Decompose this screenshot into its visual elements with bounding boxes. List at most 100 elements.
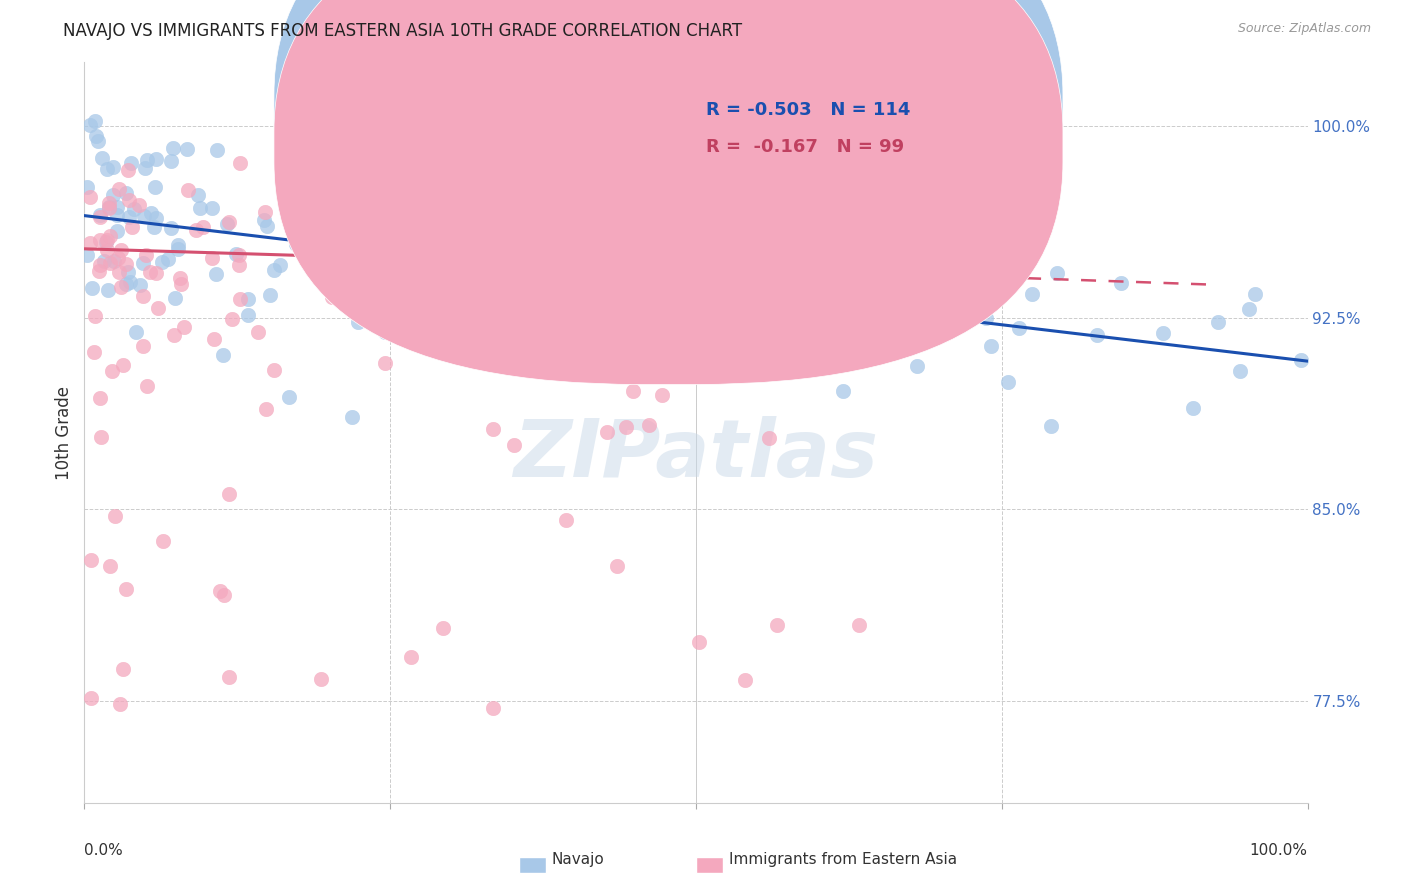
Point — [76, 248, 98, 262]
Point — [1008, 321, 1031, 335]
Point — [263, 263, 285, 277]
Point — [218, 670, 240, 684]
Point — [374, 325, 396, 339]
Point — [129, 277, 152, 292]
Point — [440, 198, 463, 212]
Point — [1021, 287, 1043, 301]
Point — [734, 673, 756, 687]
Point — [159, 153, 181, 168]
Point — [101, 161, 124, 175]
Y-axis label: 10th Grade: 10th Grade — [55, 385, 73, 480]
Point — [1039, 419, 1062, 434]
Point — [416, 332, 439, 346]
Point — [1237, 301, 1260, 316]
Point — [114, 257, 136, 271]
Point — [974, 311, 997, 326]
Point — [377, 285, 399, 300]
Point — [696, 324, 718, 338]
Point — [177, 182, 200, 196]
Point — [269, 258, 291, 272]
Point — [236, 308, 259, 322]
Point — [887, 296, 910, 310]
Point — [188, 201, 211, 215]
Point — [481, 701, 503, 715]
Point — [793, 260, 815, 275]
Point — [117, 163, 139, 178]
Point — [614, 420, 637, 434]
Point — [253, 212, 276, 227]
Text: ZIPatlas: ZIPatlas — [513, 416, 879, 494]
Point — [640, 178, 662, 192]
Point — [474, 270, 496, 285]
Text: R =  -0.167   N = 99: R = -0.167 N = 99 — [706, 138, 904, 156]
Point — [110, 243, 132, 257]
Point — [96, 161, 118, 176]
Point — [533, 241, 555, 255]
Point — [145, 152, 167, 166]
Point — [96, 233, 118, 247]
Point — [121, 219, 143, 234]
Point — [167, 242, 190, 256]
Point — [120, 156, 142, 170]
Point — [167, 237, 190, 252]
Point — [205, 267, 228, 281]
Point — [440, 188, 463, 202]
Point — [751, 231, 773, 245]
Point — [80, 690, 103, 705]
Point — [374, 356, 396, 370]
FancyBboxPatch shape — [274, 0, 1063, 348]
Point — [79, 189, 101, 203]
Text: 0.0%: 0.0% — [84, 843, 124, 857]
Point — [205, 143, 228, 157]
Point — [496, 232, 519, 246]
Point — [905, 359, 928, 373]
Point — [160, 220, 183, 235]
Point — [146, 301, 169, 315]
Point — [259, 287, 281, 301]
Point — [741, 338, 763, 352]
Point — [162, 141, 184, 155]
Point — [228, 258, 250, 272]
Point — [1229, 364, 1251, 378]
FancyBboxPatch shape — [519, 857, 546, 873]
Point — [98, 256, 121, 270]
Point — [312, 202, 335, 217]
Point — [145, 211, 167, 226]
Point — [218, 215, 240, 229]
Point — [1244, 287, 1267, 301]
Point — [165, 291, 187, 305]
Point — [80, 281, 103, 295]
Point — [454, 348, 477, 362]
FancyBboxPatch shape — [274, 0, 1063, 384]
Point — [688, 634, 710, 648]
Point — [115, 277, 138, 292]
Point — [949, 235, 972, 249]
Point — [617, 346, 640, 360]
Point — [758, 431, 780, 445]
Point — [440, 153, 463, 167]
Point — [1152, 326, 1174, 340]
Point — [187, 188, 209, 202]
Text: 100.0%: 100.0% — [1250, 843, 1308, 857]
Point — [145, 266, 167, 280]
Point — [110, 280, 132, 294]
Point — [844, 344, 866, 359]
Point — [96, 243, 118, 257]
Point — [212, 588, 235, 602]
Point — [665, 302, 688, 317]
Point — [97, 196, 120, 211]
Point — [263, 363, 285, 377]
Text: Navajo: Navajo — [551, 852, 605, 867]
Point — [132, 256, 155, 270]
Point — [309, 673, 332, 687]
Point — [634, 354, 657, 368]
Point — [270, 169, 292, 183]
Point — [152, 534, 174, 549]
Point — [596, 425, 619, 439]
Point — [651, 388, 673, 402]
Point — [132, 339, 155, 353]
Point — [139, 265, 162, 279]
Point — [432, 622, 454, 636]
Point — [76, 180, 98, 194]
Point — [139, 206, 162, 220]
